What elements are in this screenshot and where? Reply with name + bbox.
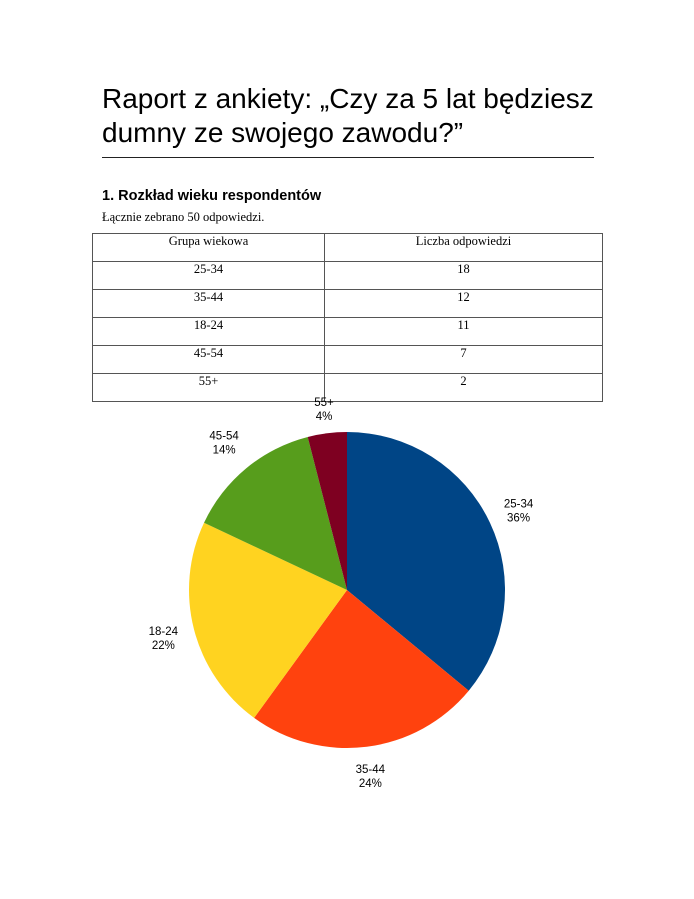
table-header-row: Grupa wiekowa Liczba odpowiedzi xyxy=(92,233,603,262)
table-row: 35-44 12 xyxy=(92,289,603,318)
response-count-cell: 7 xyxy=(324,345,603,374)
age-group-cell: 45-54 xyxy=(92,345,325,374)
pie-label-percent: 24% xyxy=(359,778,382,790)
pie-slice-18-24 xyxy=(189,522,347,718)
title-underline xyxy=(102,157,594,158)
pie-label-category: 35-44 xyxy=(356,764,386,776)
response-count-cell: 18 xyxy=(324,261,603,290)
table-row: 55+ 2 xyxy=(92,373,603,402)
age-distribution-table: Grupa wiekowa Liczba odpowiedzi 25-34 18… xyxy=(92,233,603,402)
column-header-age-group: Grupa wiekowa xyxy=(92,233,325,262)
pie-label-percent: 22% xyxy=(152,640,175,652)
report-title: Raport z ankiety: „Czy za 5 lat będziesz… xyxy=(102,83,594,148)
response-count-cell: 11 xyxy=(324,317,603,346)
pie-slice-35-44 xyxy=(254,590,469,748)
age-distribution-pie-chart: 25-34 36% 35-44 24% 18-24 22% 45-54 14% 55+ 4% xyxy=(149,397,534,790)
table-row: 45-54 7 xyxy=(92,345,603,374)
age-group-cell: 35-44 xyxy=(92,289,325,318)
pie-label-category: 45-54 xyxy=(209,430,239,442)
section-heading: 1. Rozkład wieku respondentów xyxy=(102,188,322,204)
responses-total-note: Łącznie zebrano 50 odpowiedzi. xyxy=(102,210,265,224)
table-row: 18-24 11 xyxy=(92,317,603,346)
column-header-response-count: Liczba odpowiedzi xyxy=(324,233,603,262)
pie-slice-25-34 xyxy=(347,432,505,691)
pie-label-percent: 36% xyxy=(507,512,530,524)
response-count-cell: 12 xyxy=(324,289,603,318)
age-group-cell: 25-34 xyxy=(92,261,325,290)
pie-label-percent: 14% xyxy=(213,444,236,456)
table-row: 25-34 18 xyxy=(92,261,603,290)
pie-slice-55plus xyxy=(307,432,347,590)
age-group-cell: 18-24 xyxy=(92,317,325,346)
pie-label-category: 55+ xyxy=(314,397,334,409)
pie-label-percent: 4% xyxy=(316,411,333,423)
pie-label-category: 18-24 xyxy=(149,626,179,638)
age-group-cell: 55+ xyxy=(92,373,325,402)
pie-label-category: 25-34 xyxy=(504,498,534,510)
pie-slice-45-54 xyxy=(204,436,347,590)
response-count-cell: 2 xyxy=(324,373,603,402)
